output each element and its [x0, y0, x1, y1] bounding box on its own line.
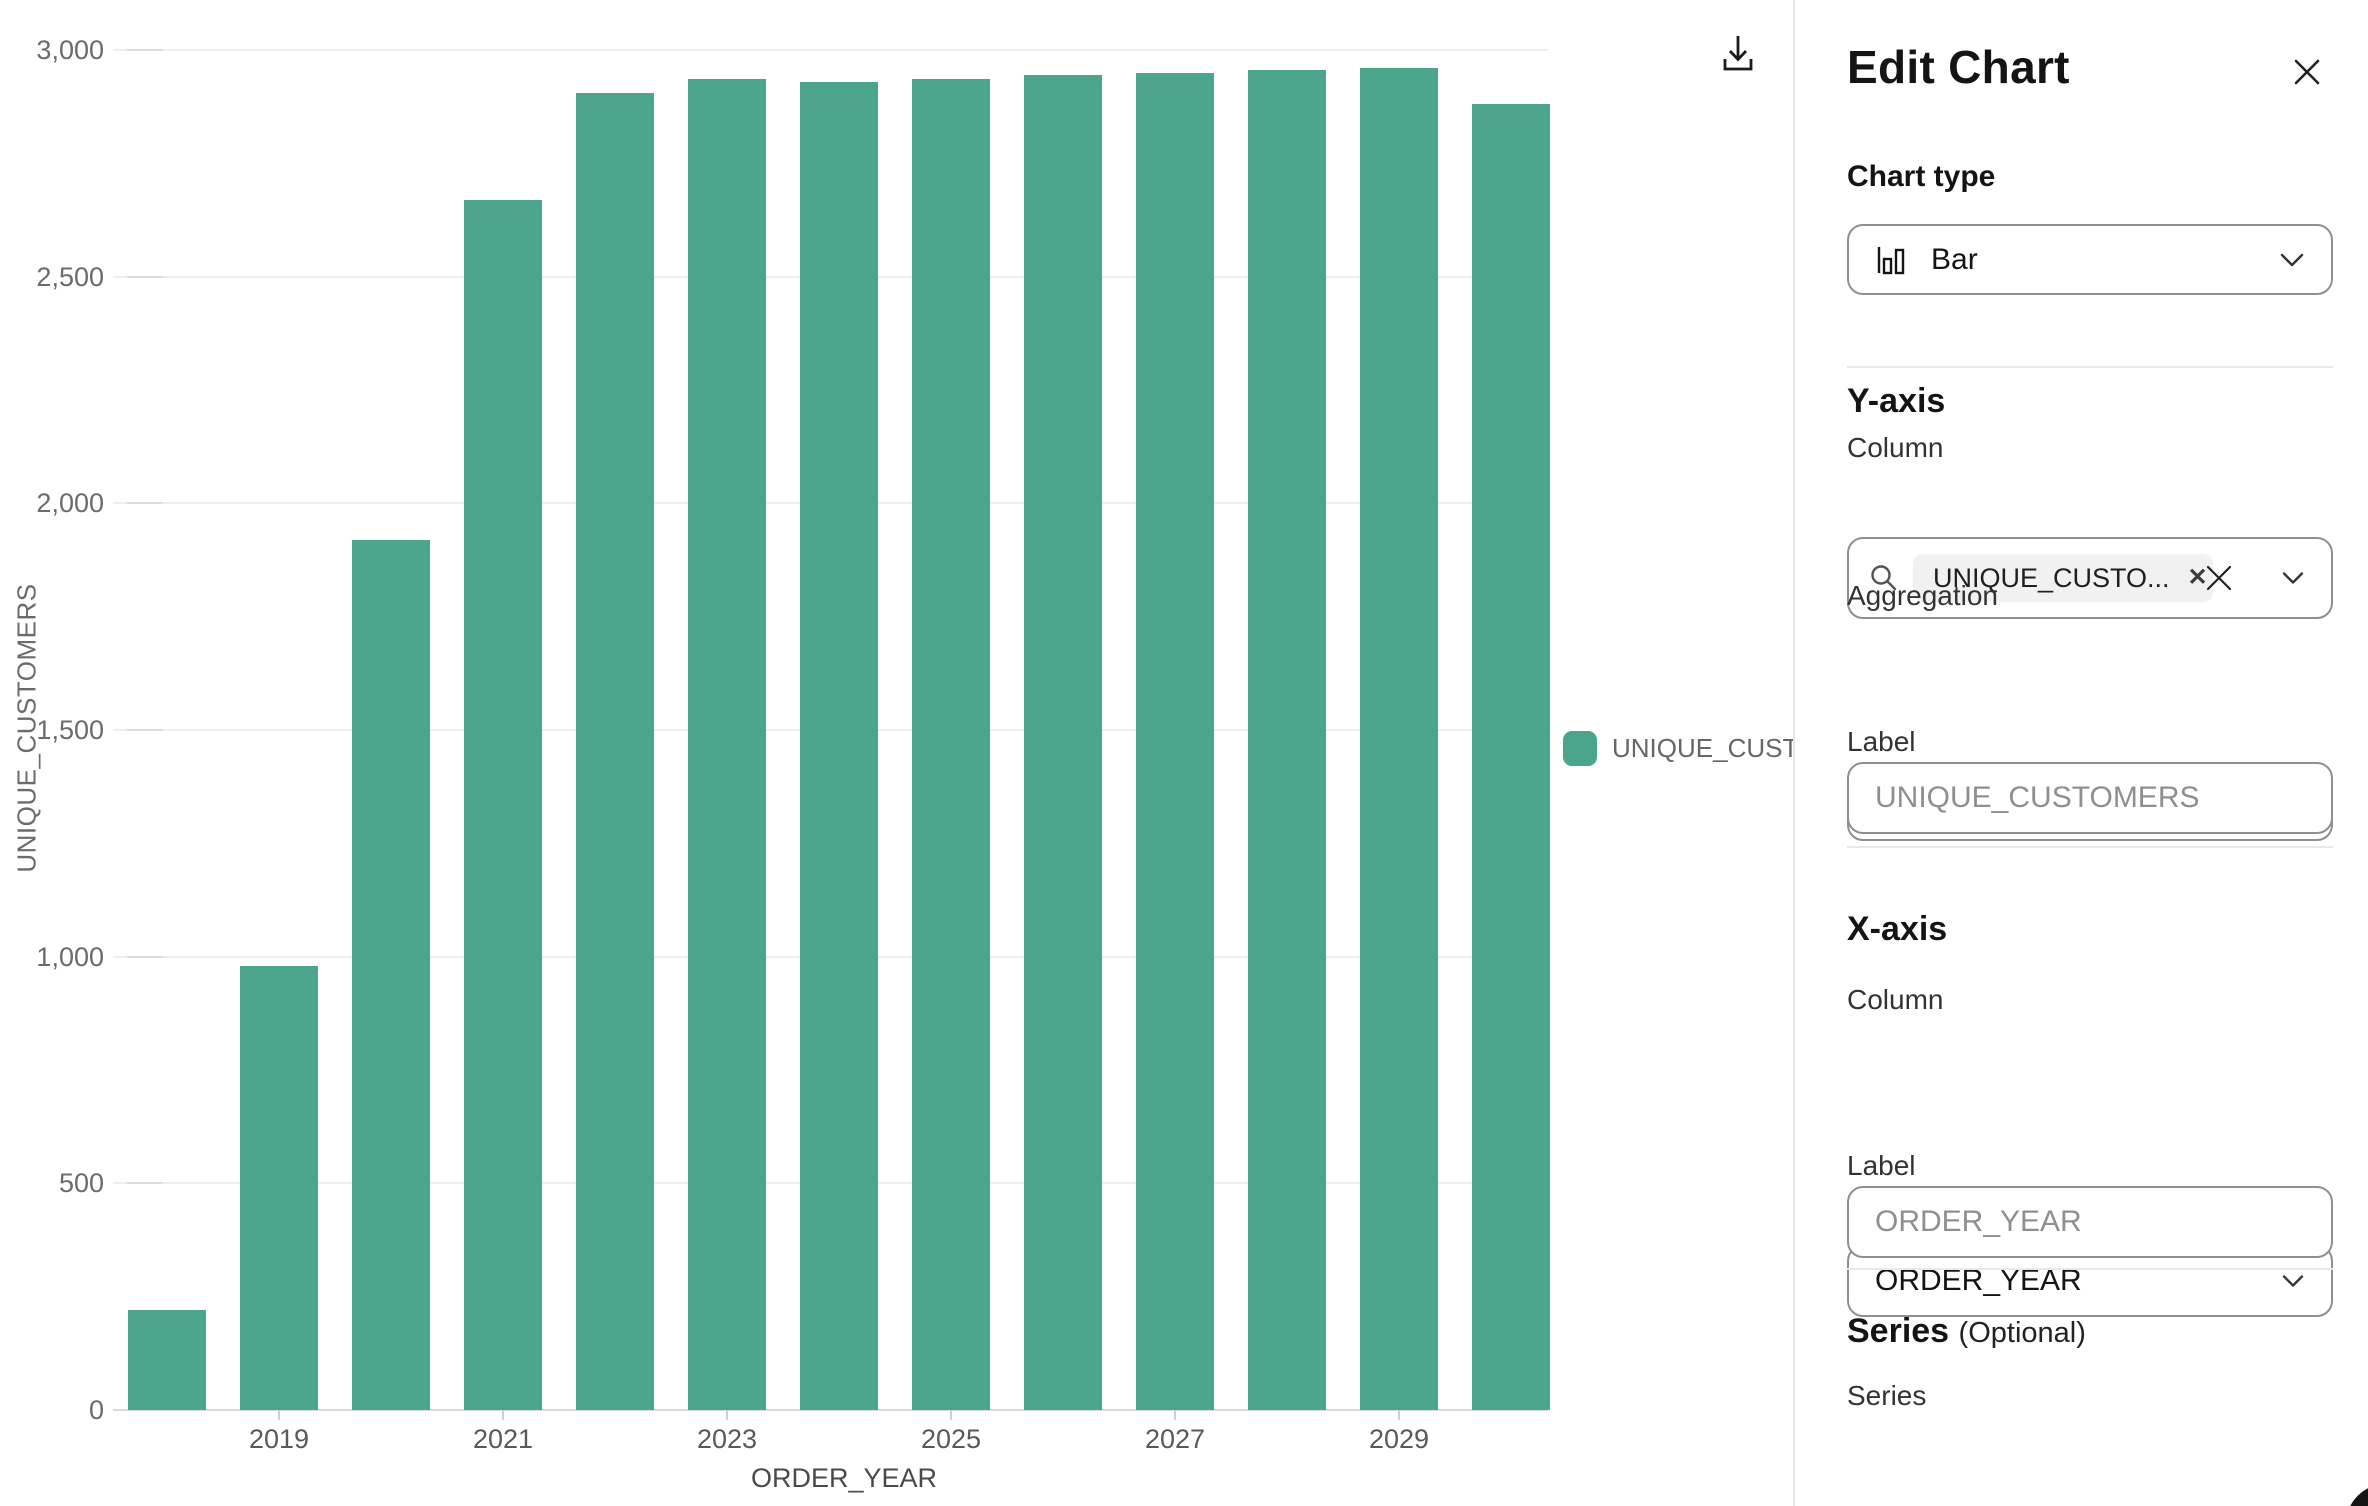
chart-type-label: Chart type [1847, 160, 1996, 193]
bar-2024 [800, 81, 878, 1410]
clear-icon [2203, 562, 2235, 594]
divider [1847, 1268, 2333, 1270]
y-label-label: Label [1847, 726, 1916, 757]
close-icon [2292, 57, 2322, 87]
x-column-label: Column [1847, 984, 1944, 1015]
bar-2028 [1248, 70, 1326, 1410]
y-tick-label: 0 [88, 1395, 104, 1425]
y-tick-label: 1,500 [36, 715, 104, 745]
x-tick-label: 2019 [248, 1424, 310, 1454]
y-tick-label: 500 [58, 1168, 104, 1199]
y-tick-label: 2,500 [36, 261, 104, 292]
series-heading-text: Series [1847, 1312, 1950, 1350]
x-tick-mark [726, 1411, 728, 1420]
chevron-down-icon [2281, 1274, 2305, 1289]
series-optional-text: (Optional) [1958, 1317, 2086, 1349]
x-tick-label: 2029 [1368, 1424, 1430, 1454]
divider [1847, 846, 2333, 848]
x-label-input[interactable] [1847, 1186, 2333, 1258]
legend-swatch [1563, 731, 1597, 766]
y-label-input[interactable] [1847, 762, 2333, 834]
series-label: Series [1847, 1380, 1927, 1411]
x-tick-mark [1174, 1411, 1176, 1420]
gridline [113, 1409, 1548, 1411]
y-tick-label: 1,000 [36, 941, 104, 972]
bar-2018 [128, 1310, 206, 1410]
y-tick-label: 2,000 [36, 488, 104, 519]
bar-2027 [1136, 72, 1214, 1410]
chart-area: UNIQUE_CUSTOMERS 0 500 1,000 1,500 2,000 2,50… [12, 28, 1818, 1493]
download-icon [1720, 33, 1756, 73]
chevron-down-icon [2281, 571, 2305, 586]
y-axis-heading: Y-axis [1847, 382, 1946, 420]
bar-chart-type-icon [1875, 243, 1909, 277]
chevron-down-icon [2279, 252, 2305, 268]
legend-label: UNIQUE_CUST... [1612, 733, 1818, 763]
chip-remove-icon[interactable]: ✕ [2187, 564, 2208, 591]
gridline [113, 49, 1548, 51]
divider [1847, 366, 2333, 368]
y-column-label: Column [1847, 432, 1944, 463]
y-column-token-chip[interactable]: UNIQUE_CUSTO... ✕ [1913, 554, 2213, 602]
y-tick-label: 3,000 [36, 35, 104, 65]
bar-2021 [464, 199, 542, 1410]
y-tick-mark [127, 275, 163, 278]
panel-title: Edit Chart [1847, 41, 2070, 93]
x-tick-mark [950, 1411, 952, 1420]
edit-chart-panel: Edit Chart Chart type Bar [1793, 0, 2368, 1506]
x-axis-heading: X-axis [1847, 910, 1948, 948]
close-button[interactable] [2289, 54, 2325, 90]
chart-type-value: Bar [1931, 242, 1978, 276]
bar-2022 [576, 93, 654, 1410]
y-column-combobox[interactable]: UNIQUE_CUSTO... ✕ [1847, 537, 2333, 619]
x-tick-label: 2027 [1144, 1424, 1206, 1454]
x-tick-mark [1398, 1411, 1400, 1420]
bar-2019 [240, 965, 318, 1410]
download-button[interactable] [1714, 28, 1762, 78]
y-column-chip-label: UNIQUE_CUSTO... [1933, 562, 2170, 593]
x-tick-label: 2023 [696, 1424, 758, 1454]
y-tick-mark [127, 729, 163, 731]
x-tick-label: 2025 [920, 1424, 982, 1454]
bar-2026 [1024, 74, 1102, 1410]
bar-2025 [912, 79, 990, 1410]
y-tick-mark [127, 49, 163, 51]
x-axis-title: ORDER_YEAR [750, 1463, 938, 1493]
legend-item[interactable]: UNIQUE_CUST... [1563, 731, 1817, 766]
aggregation-label: Aggregation [1847, 580, 1999, 611]
bar-2020 [352, 539, 430, 1410]
x-tick-label: 2021 [472, 1424, 534, 1454]
bar-2030 [1472, 104, 1550, 1410]
y-tick-mark [127, 502, 163, 505]
bar-2029 [1360, 68, 1438, 1410]
clear-selection-button[interactable] [2203, 562, 2235, 594]
search-icon [1869, 563, 1899, 593]
bar-chart-plot [113, 49, 1550, 1411]
y-tick-mark [127, 1182, 163, 1185]
series-heading: Series (Optional) [1847, 1312, 2333, 1351]
bar-2023 [688, 79, 766, 1410]
y-tick-mark [127, 955, 163, 958]
x-label-label: Label [1847, 1150, 1916, 1181]
x-tick-mark [502, 1411, 504, 1420]
x-tick-mark [278, 1411, 280, 1420]
chart-type-select[interactable]: Bar [1847, 224, 2333, 295]
